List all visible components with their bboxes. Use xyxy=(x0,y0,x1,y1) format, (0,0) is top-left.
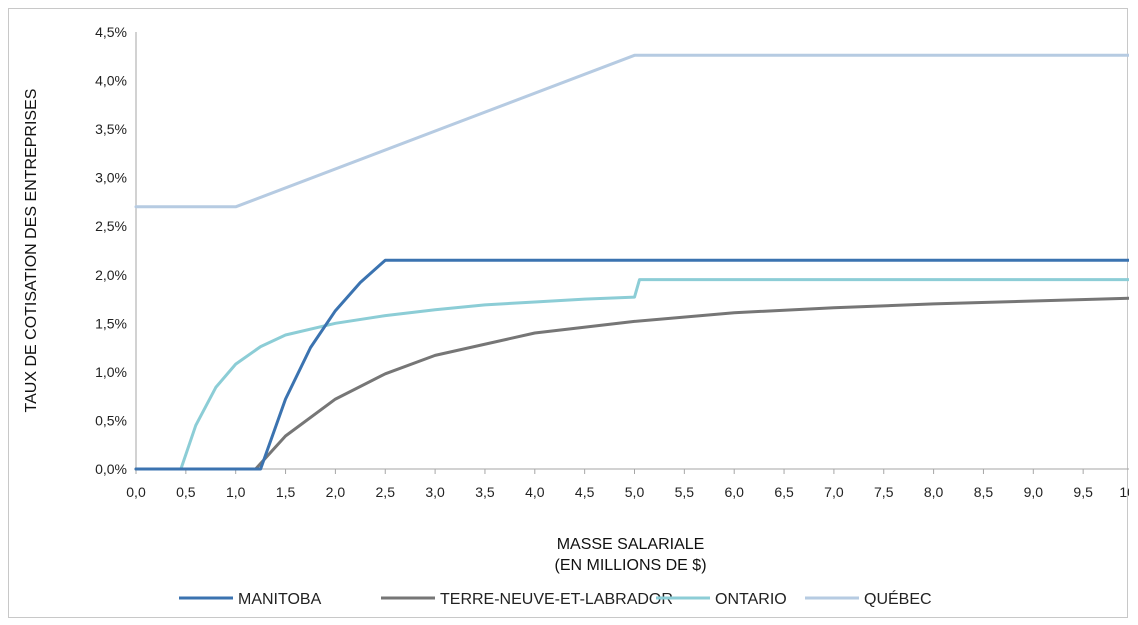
chart-frame: 0,0% 0,5% 1,0% 1,5% 2,0% 2,5% 3,0% 3,5% 4,0% 4,5%… xyxy=(8,8,1129,618)
x-tick-label: 0,5 xyxy=(176,484,196,500)
x-tick-label: 1,5 xyxy=(276,484,296,500)
x-tick-label: 6,0 xyxy=(724,484,744,500)
y-tick-label: 3,0% xyxy=(95,170,127,186)
x-tick-label: 5,5 xyxy=(675,484,695,500)
x-tick-label: 7,0 xyxy=(824,484,844,500)
y-tick-label: 0,0% xyxy=(95,461,127,477)
legend-label: TERRE-NEUVE-ET-LABRADOR xyxy=(440,591,673,608)
line-chart: 0,0% 0,5% 1,0% 1,5% 2,0% 2,5% 3,0% 3,5% 4,0% 4,5%… xyxy=(23,24,1129,608)
y-tick-label: 2,5% xyxy=(95,218,127,234)
y-tick-label: 3,5% xyxy=(95,121,127,137)
legend-label: QUÉBEC xyxy=(864,589,932,608)
y-tick-label: 4,0% xyxy=(95,73,127,89)
series-line-ontario xyxy=(134,278,1129,471)
x-tick-label: 4,0 xyxy=(525,484,545,500)
x-tick-label: 3,0 xyxy=(425,484,445,500)
series-line-manitoba xyxy=(134,258,1129,471)
y-tick-label: 4,5% xyxy=(95,24,127,40)
x-tick-label: 8,0 xyxy=(924,484,944,500)
x-axis-title-line2: (EN MILLIONS DE $) xyxy=(554,557,706,574)
y-tick-label: 1,0% xyxy=(95,364,127,380)
series-lines xyxy=(134,53,1129,471)
y-tick-label: 0,5% xyxy=(95,412,127,428)
x-tick-label: 7,5 xyxy=(874,484,894,500)
y-axis-title: TAUX DE COTISATION DES ENTREPRISES xyxy=(23,89,40,413)
x-tick-label: 4,5 xyxy=(575,484,595,500)
y-tick-label: 1,5% xyxy=(95,315,127,331)
legend-label: MANITOBA xyxy=(238,591,322,608)
series-line-terre-neuve-et-labrador xyxy=(134,296,1129,471)
x-axis-ticks: 0,0 0,5 1,0 1,5 2,0 2,5 3,0 3,5 4,0 4,5 5,0 5,5 6,0 6… xyxy=(126,469,1129,500)
y-axis-ticks: 0,0% 0,5% 1,0% 1,5% 2,0% 2,5% 3,0% 3,5% 4,0% 4,5% xyxy=(95,24,127,477)
x-tick-label: 1,0 xyxy=(226,484,246,500)
x-tick-label: 8,5 xyxy=(974,484,994,500)
x-tick-label: 2,5 xyxy=(376,484,396,500)
x-tick-label: 9,5 xyxy=(1073,484,1093,500)
y-tick-label: 2,0% xyxy=(95,267,127,283)
legend: MANITOBA TERRE-NEUVE-ET-LABRADOR ONTARIO QU… xyxy=(179,589,932,608)
x-tick-label: 0,0 xyxy=(126,484,146,500)
x-tick-label: 6,5 xyxy=(774,484,794,500)
x-tick-label: 3,5 xyxy=(475,484,495,500)
x-axis-title-line1: MASSE SALARIALE xyxy=(557,536,705,553)
legend-label: ONTARIO xyxy=(715,591,787,608)
x-tick-label: 2,0 xyxy=(326,484,346,500)
x-tick-label: 10,0 xyxy=(1119,484,1129,500)
series-line-quebec xyxy=(134,53,1129,209)
x-tick-label: 5,0 xyxy=(625,484,645,500)
x-tick-label: 9,0 xyxy=(1024,484,1044,500)
